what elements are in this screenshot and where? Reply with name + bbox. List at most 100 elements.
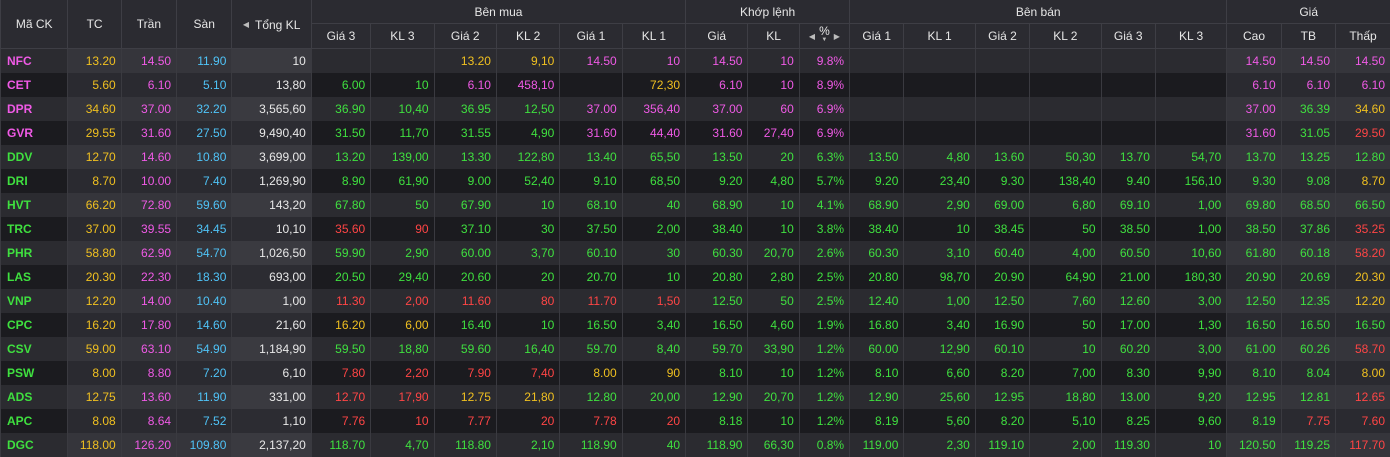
left-arrow-icon[interactable]: ◀ [809,32,815,41]
header-low[interactable]: Thấp [1336,24,1390,49]
sell-volume-1-cell [904,73,975,97]
symbol-cell[interactable]: DRI [1,169,68,193]
symbol-cell[interactable]: CPC [1,313,68,337]
buy-volume-3-cell: 2,00 [371,289,434,313]
header-sell-col[interactable]: Giá 2 [975,24,1029,49]
sell-volume-1-cell: 3,40 [904,313,975,337]
symbol-cell[interactable]: LAS [1,265,68,289]
buy-price-3-cell: 35.60 [311,217,370,241]
sell-volume-2-cell: 4,00 [1030,241,1101,265]
symbol-cell[interactable]: GVR [1,121,68,145]
header-buy-col[interactable]: KL 1 [622,24,685,49]
sell-price-1-cell: 8.10 [850,361,904,385]
total-volume-cell: 1,269,90 [232,169,311,193]
header-match-volume[interactable]: KL [748,24,799,49]
symbol-cell[interactable]: ADS [1,385,68,409]
buy-volume-1-cell: 40 [622,433,685,457]
buy-volume-3-cell: 10 [371,409,434,433]
header-sell-col[interactable]: Giá 1 [850,24,904,49]
header-buy-col[interactable]: Giá 2 [434,24,496,49]
sell-price-3-cell [1101,49,1155,74]
symbol-cell[interactable]: PSW [1,361,68,385]
header-buy-col[interactable]: KL 2 [496,24,559,49]
average-price-cell: 37.86 [1281,217,1335,241]
sell-volume-2-cell: 2,00 [1030,433,1101,457]
symbol-cell[interactable]: CET [1,73,68,97]
header-sell-col[interactable]: KL 3 [1155,24,1226,49]
symbol-cell[interactable]: NFC [1,49,68,74]
symbol-cell[interactable]: DDV [1,145,68,169]
header-match-percent[interactable]: ◀%▼▶ [799,24,849,49]
buy-price-1-cell [560,73,622,97]
buy-price-3-cell: 6.00 [311,73,370,97]
header-total-volume[interactable]: ◀Tổng KL [232,0,311,49]
match-volume-cell: 20,70 [748,385,799,409]
average-price-cell: 12.35 [1281,289,1335,313]
sell-volume-2-cell: 50,30 [1030,145,1101,169]
symbol-cell[interactable]: VNP [1,289,68,313]
buy-volume-3-cell: 2,20 [371,361,434,385]
left-arrow-icon[interactable]: ◀ [243,20,249,29]
header-sell-col[interactable]: KL 2 [1030,24,1101,49]
header-sell-col[interactable]: Giá 3 [1101,24,1155,49]
symbol-cell[interactable]: CSV [1,337,68,361]
header-match-price[interactable]: Giá [686,24,748,49]
symbol-cell[interactable]: DPR [1,97,68,121]
total-volume-cell: 143,20 [232,193,311,217]
sell-price-1-cell: 60.30 [850,241,904,265]
header-buy-col[interactable]: Giá 3 [311,24,370,49]
header-high[interactable]: Cao [1227,24,1281,49]
buy-volume-2-cell: 10 [496,193,559,217]
header-buy-group: Bên mua [311,0,685,24]
ref-price-cell: 20.30 [68,265,121,289]
match-volume-cell: 4,60 [748,313,799,337]
header-symbol[interactable]: Mã CK [1,0,68,49]
buy-price-2-cell: 7.77 [434,409,496,433]
header-ceil[interactable]: Trần [121,0,176,49]
symbol-cell[interactable]: PHR [1,241,68,265]
low-price-cell: 8.70 [1336,169,1390,193]
symbol-cell[interactable]: DGC [1,433,68,457]
buy-volume-1-cell: 30 [622,241,685,265]
match-volume-cell: 60 [748,97,799,121]
header-floor[interactable]: Sàn [177,0,232,49]
sell-price-3-cell [1101,121,1155,145]
header-average[interactable]: TB [1281,24,1335,49]
header-buy-col[interactable]: Giá 1 [560,24,622,49]
low-price-cell: 7.60 [1336,409,1390,433]
header-buy-col[interactable]: KL 3 [371,24,434,49]
high-price-cell: 14.50 [1227,49,1281,74]
header-sell-col[interactable]: KL 1 [904,24,975,49]
sell-price-3-cell: 13.70 [1101,145,1155,169]
sell-price-1-cell [850,73,904,97]
buy-volume-3-cell: 90 [371,217,434,241]
average-price-cell: 14.50 [1281,49,1335,74]
right-arrow-icon[interactable]: ▶ [834,32,840,41]
buy-volume-1-cell: 65,50 [622,145,685,169]
header-match-group: Khớp lệnh [686,0,850,24]
symbol-cell[interactable]: HVT [1,193,68,217]
high-price-cell: 12.50 [1227,289,1281,313]
sell-volume-1-cell: 2,90 [904,193,975,217]
ceil-price-cell: 39.55 [121,217,176,241]
symbol-cell[interactable]: TRC [1,217,68,241]
header-ref[interactable]: TC [68,0,121,49]
symbol-cell[interactable]: APC [1,409,68,433]
